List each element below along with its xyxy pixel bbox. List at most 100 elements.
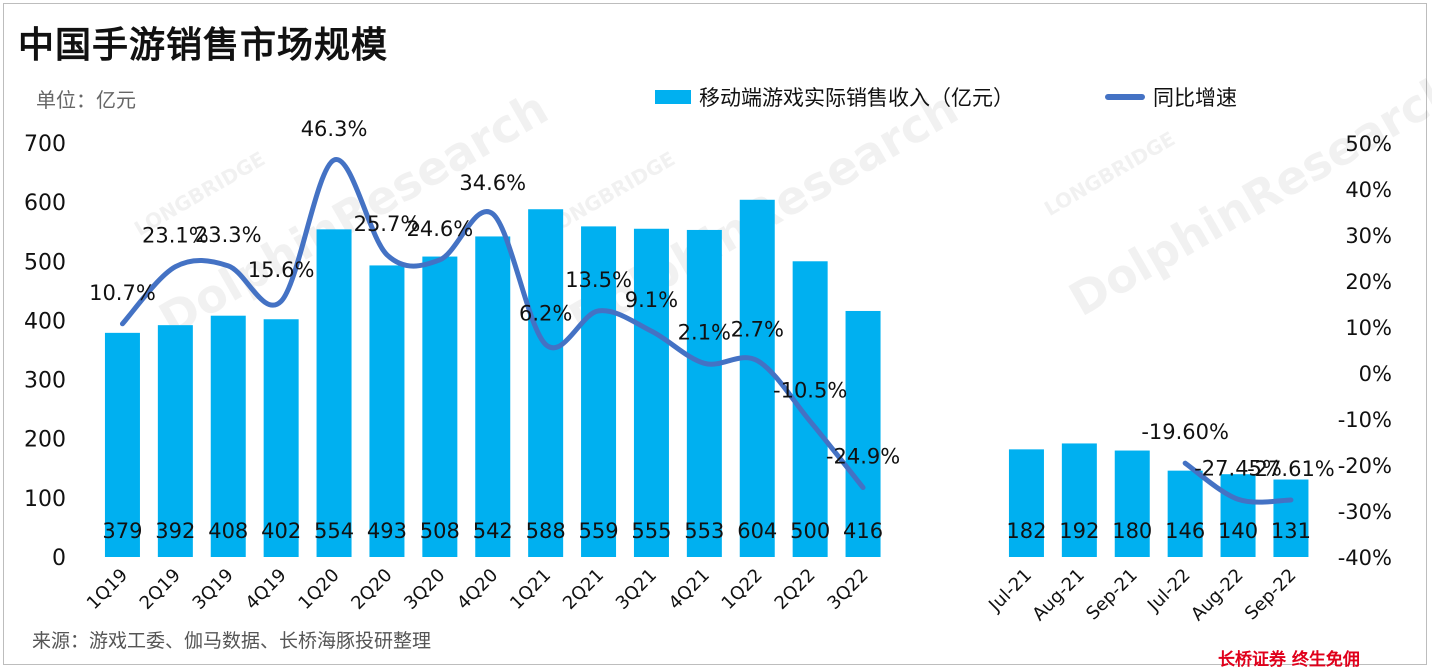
bar-value-label: 146 <box>1165 519 1205 543</box>
right-axis-tick-label: -20% <box>1338 454 1392 478</box>
bar <box>475 236 511 557</box>
bar-value-label: 559 <box>579 519 619 543</box>
growth-data-label: -27.45% <box>1194 456 1282 480</box>
right-axis-tick-label: 10% <box>1345 316 1392 340</box>
right-axis-tick-label: -10% <box>1338 408 1392 432</box>
bar <box>686 229 722 557</box>
bar-value-label: 192 <box>1059 519 1099 543</box>
legend-bar-swatch <box>655 90 691 104</box>
growth-data-label: 34.6% <box>459 171 526 195</box>
bar <box>210 315 246 557</box>
bar <box>1167 470 1203 557</box>
x-axis-tick-label: 1Q21 <box>506 565 555 614</box>
bar <box>263 319 299 557</box>
x-axis-tick-label: 2Q21 <box>559 565 608 614</box>
bar <box>1273 479 1309 557</box>
growth-data-label: -27.61% <box>1247 457 1335 481</box>
right-axis-tick-label: -30% <box>1338 500 1392 524</box>
x-axis-tick-label: 1Q20 <box>294 565 343 614</box>
growth-data-label: -19.60% <box>1141 420 1229 444</box>
left-axis-tick-label: 700 <box>24 132 66 157</box>
bar-value-label: 180 <box>1112 519 1152 543</box>
bar <box>104 332 140 557</box>
bar <box>739 199 775 557</box>
legend-bar-label: 移动端游戏实际销售收入（亿元） <box>699 86 1014 110</box>
bar <box>157 325 193 557</box>
x-axis-tick-label: Aug-21 <box>1028 565 1088 625</box>
bar-value-label: 604 <box>737 519 777 543</box>
bar <box>1114 450 1150 557</box>
bar-value-label: 379 <box>102 519 142 543</box>
bar-value-label: 542 <box>473 519 513 543</box>
bar-value-label: 140 <box>1218 519 1258 543</box>
bar-value-label: 554 <box>314 519 354 543</box>
growth-data-label: 6.2% <box>519 301 572 325</box>
bar-value-label: 402 <box>261 519 301 543</box>
x-axis-tick-label: 2Q20 <box>347 565 396 614</box>
right-axis-tick-label: 0% <box>1359 362 1392 386</box>
growth-data-label: 23.3% <box>195 223 262 247</box>
bar <box>633 228 669 557</box>
bar-value-label: 392 <box>155 519 195 543</box>
bar-value-label: 182 <box>1006 519 1046 543</box>
x-axis-tick-label: 4Q19 <box>242 565 291 614</box>
legend-line-label: 同比增速 <box>1153 86 1237 110</box>
right-axis-tick-label: -40% <box>1338 546 1392 570</box>
left-axis-tick-label: 300 <box>24 369 66 394</box>
growth-line-series <box>119 157 866 491</box>
bar <box>422 256 458 557</box>
bar-value-label: 416 <box>843 519 883 543</box>
x-axis-tick-label: 2Q19 <box>136 565 185 614</box>
growth-data-label: 23.1% <box>142 224 209 248</box>
bar-value-label: 500 <box>790 519 830 543</box>
bar-value-label: 131 <box>1271 519 1311 543</box>
x-axis-tick-label: 1Q22 <box>718 565 767 614</box>
bar <box>316 229 352 557</box>
x-axis-tick-label: 3Q20 <box>400 565 449 614</box>
bar <box>581 226 617 558</box>
growth-data-label: -24.9% <box>826 445 900 469</box>
left-axis-tick-label: 500 <box>24 250 66 275</box>
legend-line-entry: 同比增速 <box>1105 82 1237 112</box>
left-axis-tick-label: 0 <box>52 546 66 571</box>
x-axis-tick-label: 4Q20 <box>453 565 502 614</box>
bar <box>1220 474 1256 557</box>
growth-data-label: 9.1% <box>625 288 678 312</box>
x-axis-tick-label: 3Q22 <box>823 565 872 614</box>
growth-data-label: -10.5% <box>773 378 847 402</box>
bar-value-label: 553 <box>684 519 724 543</box>
left-axis-tick-label: 100 <box>24 487 66 512</box>
unit-label: 单位：亿元 <box>36 88 136 112</box>
right-axis-tick-label: 50% <box>1345 132 1392 156</box>
growth-line-series <box>1182 460 1294 505</box>
x-axis-tick-label: 4Q21 <box>665 565 714 614</box>
growth-data-label: 2.7% <box>731 318 784 342</box>
growth-data-label: 24.6% <box>406 217 473 241</box>
growth-data-label: 13.5% <box>565 268 632 292</box>
right-axis-tick-label: 20% <box>1345 270 1392 294</box>
x-axis-tick-label: 3Q19 <box>189 565 238 614</box>
right-axis-tick-label: 30% <box>1345 224 1392 248</box>
bar <box>528 209 564 558</box>
brand-tagline: 长桥证券 终生免佣 <box>1218 650 1360 670</box>
x-axis-tick-label: Jul-21 <box>984 565 1036 617</box>
bar-value-label: 493 <box>367 519 407 543</box>
figure-border <box>3 3 1427 665</box>
bar-value-label: 588 <box>526 519 566 543</box>
chart-title: 中国手游销售市场规模 <box>18 25 389 66</box>
bar <box>369 265 405 557</box>
left-axis-tick-label: 600 <box>24 191 66 216</box>
x-axis-tick-label: Sep-22 <box>1241 565 1301 625</box>
bar-value-label: 408 <box>208 519 248 543</box>
x-axis-tick-label: Jul-22 <box>1143 565 1195 617</box>
growth-data-label: 46.3% <box>301 117 368 141</box>
bar <box>1008 449 1044 557</box>
x-axis-tick-label: Sep-21 <box>1082 565 1142 625</box>
growth-data-label: 25.7% <box>354 212 421 236</box>
growth-data-label: 15.6% <box>248 258 315 282</box>
bar <box>845 310 881 557</box>
left-axis-tick-label: 400 <box>24 309 66 334</box>
legend-bar-entry: 移动端游戏实际销售收入（亿元） <box>655 82 1014 112</box>
